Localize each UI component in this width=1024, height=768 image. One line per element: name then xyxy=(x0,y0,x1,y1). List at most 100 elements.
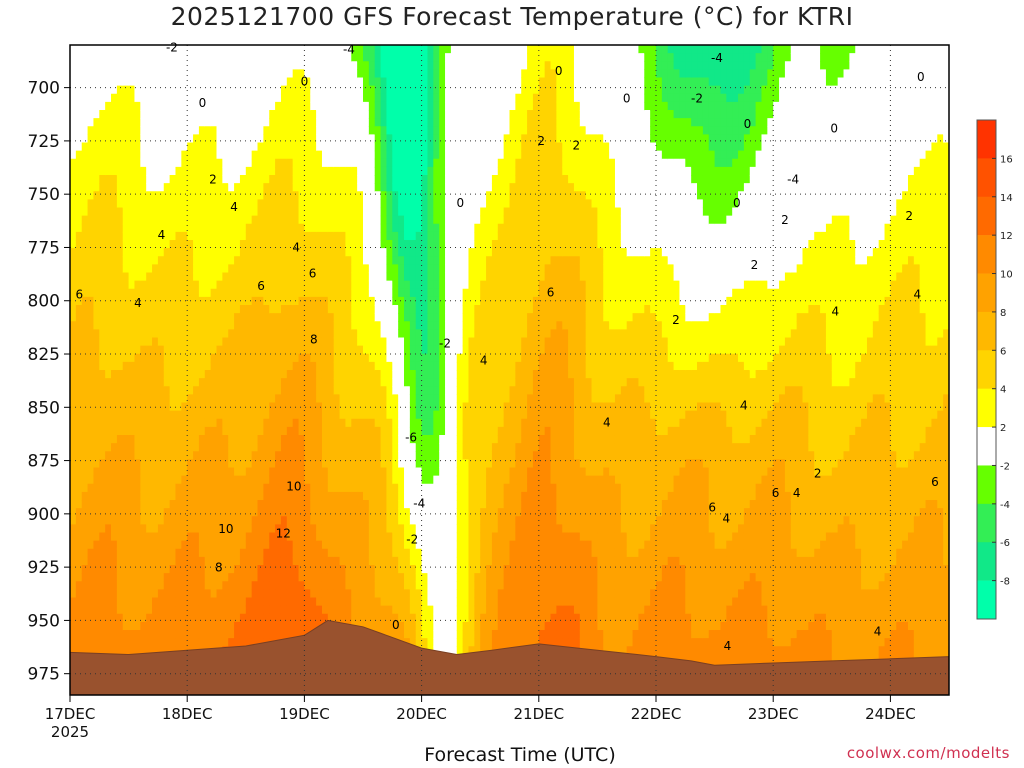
field-cell xyxy=(386,142,393,152)
field-cell xyxy=(427,565,434,574)
field-cell xyxy=(304,223,311,233)
field-cell xyxy=(70,118,77,127)
field-cell xyxy=(327,53,335,62)
field-cell xyxy=(116,378,124,387)
field-cell xyxy=(216,280,223,290)
field-cell xyxy=(245,329,253,339)
field-cell xyxy=(351,459,358,469)
field-cell xyxy=(321,321,329,330)
field-cell xyxy=(398,93,405,103)
field-cell xyxy=(392,565,399,574)
field-cell xyxy=(169,386,177,395)
field-cell xyxy=(157,370,165,379)
field-cell xyxy=(198,337,206,347)
field-cell xyxy=(228,638,235,647)
field-cell xyxy=(111,581,118,590)
field-cell xyxy=(357,573,364,582)
field-cell xyxy=(175,337,182,347)
field-cell xyxy=(128,589,136,599)
field-cell xyxy=(409,264,417,274)
field-cell xyxy=(198,305,206,314)
field-cell xyxy=(146,256,153,265)
field-cell xyxy=(140,638,147,647)
field-cell xyxy=(374,118,382,127)
field-cell xyxy=(298,45,305,54)
field-cell xyxy=(140,540,147,550)
field-cell xyxy=(87,329,95,339)
field-cell xyxy=(392,426,399,436)
field-cell xyxy=(286,158,294,168)
field-cell xyxy=(374,410,382,420)
field-cell xyxy=(216,158,223,168)
field-cell xyxy=(75,621,83,631)
field-cell xyxy=(333,540,341,550)
field-cell xyxy=(239,337,247,347)
field-cell xyxy=(251,426,259,436)
field-cell xyxy=(374,53,382,62)
field-cell xyxy=(427,361,434,371)
field-cell xyxy=(87,605,95,615)
field-cell xyxy=(280,158,288,168)
field-cell xyxy=(105,313,112,322)
field-cell xyxy=(321,118,329,127)
field-cell xyxy=(128,435,136,444)
field-cell xyxy=(409,402,417,412)
field-cell xyxy=(157,565,165,574)
field-cell xyxy=(404,386,411,395)
field-cell xyxy=(93,207,100,217)
field-cell xyxy=(93,394,100,404)
field-cell xyxy=(321,516,329,525)
field-cell xyxy=(75,305,83,314)
field-cell xyxy=(310,296,317,306)
field-cell xyxy=(105,630,112,639)
field-cell xyxy=(380,516,388,525)
field-cell xyxy=(257,556,264,566)
field-cell xyxy=(380,443,388,452)
field-cell xyxy=(304,475,311,485)
field-cell xyxy=(298,256,305,265)
field-cell xyxy=(216,467,223,477)
field-cell xyxy=(157,142,165,152)
field-cell xyxy=(345,589,352,599)
field-cell xyxy=(398,516,405,525)
field-cell xyxy=(181,158,188,168)
field-cell xyxy=(374,467,382,477)
field-cell xyxy=(140,183,147,192)
field-cell xyxy=(351,516,358,525)
field-cell xyxy=(386,69,393,79)
field-cell xyxy=(339,516,347,525)
field-cell xyxy=(122,475,130,485)
field-cell xyxy=(204,426,212,436)
field-cell xyxy=(152,378,159,387)
field-cell xyxy=(234,175,241,184)
field-cell xyxy=(146,556,153,566)
field-cell xyxy=(333,191,341,200)
field-cell xyxy=(409,597,417,607)
field-cell xyxy=(99,491,106,501)
field-cell xyxy=(392,110,399,119)
field-cell xyxy=(409,621,417,631)
field-cell xyxy=(245,370,253,379)
field-cell xyxy=(140,370,147,379)
field-cell xyxy=(427,313,434,322)
field-cell xyxy=(146,296,153,306)
field-cell xyxy=(216,191,223,200)
field-cell xyxy=(415,491,423,501)
field-cell xyxy=(157,240,165,249)
field-cell xyxy=(298,540,305,550)
field-cell xyxy=(351,207,358,217)
field-cell xyxy=(169,353,177,363)
field-cell xyxy=(269,443,276,452)
field-cell xyxy=(380,118,388,127)
field-cell xyxy=(128,613,136,623)
field-cell xyxy=(187,621,194,631)
field-cell xyxy=(198,142,206,152)
field-cell xyxy=(140,556,147,566)
field-cell xyxy=(404,435,411,444)
field-cell xyxy=(310,483,317,493)
field-cell xyxy=(169,361,177,371)
field-cell xyxy=(204,524,212,534)
field-cell xyxy=(210,288,218,298)
field-cell xyxy=(368,264,376,274)
field-cell xyxy=(234,223,241,233)
